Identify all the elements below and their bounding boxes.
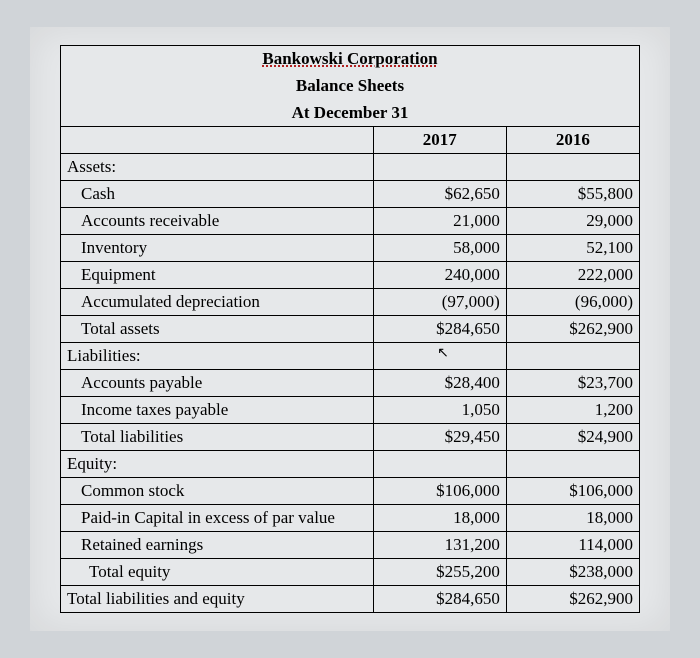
sheet-date: At December 31 xyxy=(292,103,409,122)
row-y2: 18,000 xyxy=(506,505,639,532)
assets-blank-y1 xyxy=(373,154,506,181)
company-name: Bankowski Corporation xyxy=(262,49,437,68)
table-row: Equipment240,000222,000 xyxy=(61,262,640,289)
header-company-row: Bankowski Corporation xyxy=(61,46,640,73)
table-row: Inventory58,00052,100 xyxy=(61,235,640,262)
row-y1: 240,000 xyxy=(373,262,506,289)
equity-section-row: Equity: xyxy=(61,451,640,478)
table-row: Paid-in Capital in excess of par value18… xyxy=(61,505,640,532)
total-y1: $284,650 xyxy=(373,586,506,613)
balance-table: Bankowski Corporation Balance Sheets At … xyxy=(60,45,640,613)
assets-section-row: Assets: xyxy=(61,154,640,181)
row-label: Total assets xyxy=(61,316,374,343)
table-row: Total assets$284,650$262,900 xyxy=(61,316,640,343)
row-label: Inventory xyxy=(61,235,374,262)
row-label: Retained earnings xyxy=(61,532,374,559)
row-y1: 1,050 xyxy=(373,397,506,424)
row-y1: 18,000 xyxy=(373,505,506,532)
row-label: Accumulated depreciation xyxy=(61,289,374,316)
table-row: Accounts receivable21,00029,000 xyxy=(61,208,640,235)
row-y2: 52,100 xyxy=(506,235,639,262)
row-y1: 58,000 xyxy=(373,235,506,262)
table-row: Common stock$106,000$106,000 xyxy=(61,478,640,505)
row-y1: $106,000 xyxy=(373,478,506,505)
total-label: Total liabilities and equity xyxy=(61,586,374,613)
row-y2: 222,000 xyxy=(506,262,639,289)
liabilities-blank-y1: ↖ xyxy=(373,343,506,370)
blank-header xyxy=(61,127,374,154)
row-y1: $28,400 xyxy=(373,370,506,397)
row-y2: $23,700 xyxy=(506,370,639,397)
row-label: Total liabilities xyxy=(61,424,374,451)
year-header-row: 2017 2016 xyxy=(61,127,640,154)
liabilities-section-row: Liabilities: ↖ xyxy=(61,343,640,370)
row-y2: $238,000 xyxy=(506,559,639,586)
liabilities-label: Liabilities: xyxy=(61,343,374,370)
row-y1: 131,200 xyxy=(373,532,506,559)
row-label: Accounts payable xyxy=(61,370,374,397)
row-y1: $29,450 xyxy=(373,424,506,451)
balance-sheet: Bankowski Corporation Balance Sheets At … xyxy=(30,27,670,631)
table-row: Total equity$255,200$238,000 xyxy=(61,559,640,586)
row-y1: (97,000) xyxy=(373,289,506,316)
row-y2: 1,200 xyxy=(506,397,639,424)
equity-blank-y1 xyxy=(373,451,506,478)
row-label: Cash xyxy=(61,181,374,208)
row-y1: 21,000 xyxy=(373,208,506,235)
row-y1: $62,650 xyxy=(373,181,506,208)
row-label: Paid-in Capital in excess of par value xyxy=(61,505,374,532)
sheet-title: Balance Sheets xyxy=(296,76,404,95)
row-y2: 114,000 xyxy=(506,532,639,559)
total-y2: $262,900 xyxy=(506,586,639,613)
row-y2: $55,800 xyxy=(506,181,639,208)
equity-label: Equity: xyxy=(61,451,374,478)
year-2017-header: 2017 xyxy=(373,127,506,154)
table-row: Income taxes payable1,0501,200 xyxy=(61,397,640,424)
table-row: Total liabilities$29,450$24,900 xyxy=(61,424,640,451)
row-y1: $255,200 xyxy=(373,559,506,586)
row-y2: $106,000 xyxy=(506,478,639,505)
assets-label: Assets: xyxy=(61,154,374,181)
table-row: Retained earnings131,200114,000 xyxy=(61,532,640,559)
row-label: Equipment xyxy=(61,262,374,289)
row-y2: 29,000 xyxy=(506,208,639,235)
row-label: Accounts receivable xyxy=(61,208,374,235)
table-row: Accumulated depreciation(97,000)(96,000) xyxy=(61,289,640,316)
assets-blank-y2 xyxy=(506,154,639,181)
liabilities-blank-y2 xyxy=(506,343,639,370)
table-row: Cash$62,650$55,800 xyxy=(61,181,640,208)
row-y2: $262,900 xyxy=(506,316,639,343)
year-2016-header: 2016 xyxy=(506,127,639,154)
row-y2: $24,900 xyxy=(506,424,639,451)
total-row: Total liabilities and equity $284,650 $2… xyxy=(61,586,640,613)
row-label: Income taxes payable xyxy=(61,397,374,424)
row-label: Total equity xyxy=(61,559,374,586)
row-label: Common stock xyxy=(61,478,374,505)
header-date-row: At December 31 xyxy=(61,100,640,127)
row-y1: $284,650 xyxy=(373,316,506,343)
cursor-icon: ↖ xyxy=(437,345,449,362)
equity-blank-y2 xyxy=(506,451,639,478)
row-y2: (96,000) xyxy=(506,289,639,316)
table-row: Accounts payable$28,400$23,700 xyxy=(61,370,640,397)
header-title-row: Balance Sheets xyxy=(61,73,640,100)
